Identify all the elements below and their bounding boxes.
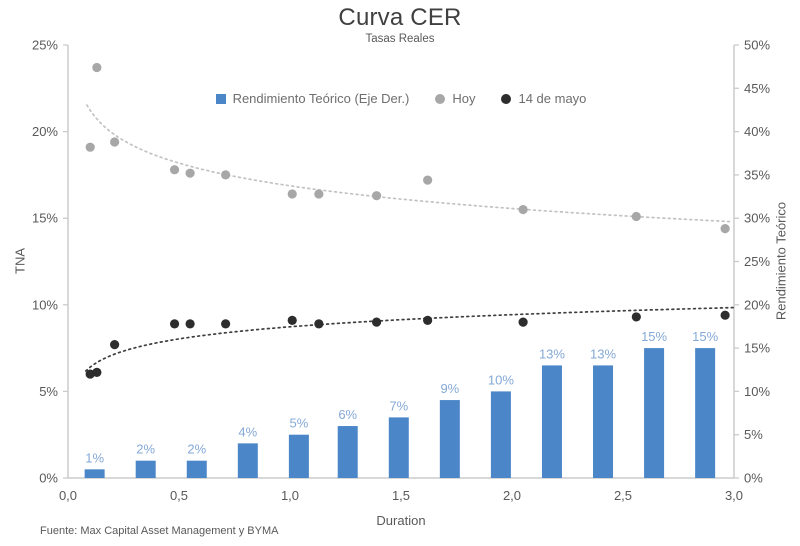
left-axis-tick-label: 10% (32, 297, 58, 312)
right-axis-tick-label: 20% (744, 297, 770, 312)
mayo-point (92, 367, 102, 377)
bar-label: 9% (440, 381, 459, 396)
right-axis-tick-label: 30% (744, 211, 770, 226)
x-axis-tick-label: 2,0 (503, 488, 521, 503)
x-axis-tick-label: 0,5 (170, 488, 188, 503)
legend-label-rendimiento: Rendimiento Teórico (Eje Der.) (232, 91, 410, 106)
legend-item-mayo: 14 de mayo (501, 91, 586, 106)
hoy-point (169, 165, 180, 175)
left-axis-tick-label: 0% (39, 471, 58, 486)
hoy-point (185, 168, 195, 178)
bar-label: 2% (136, 442, 155, 457)
legend-label-mayo: 14 de mayo (518, 91, 587, 106)
left-axis-tick-label: 15% (32, 211, 58, 226)
bar-label: 6% (338, 407, 357, 422)
hoy-point (518, 204, 528, 215)
mayo-point (314, 319, 324, 329)
x-axis-tick-label: 3,0 (725, 488, 743, 503)
x-axis-tick-label: 2,5 (614, 488, 632, 503)
hoy-point (423, 175, 433, 185)
mayo-point (371, 317, 382, 327)
hoy-series-marker-icon (435, 93, 446, 104)
right-axis-tick-label: 50% (744, 38, 770, 53)
bar (490, 391, 511, 478)
mayo-point (169, 319, 180, 329)
hoy-point (221, 170, 231, 180)
mayo-point (720, 310, 730, 320)
left-axis-tick-label: 5% (39, 384, 58, 399)
x-axis-title: Duration (376, 513, 426, 528)
bar (593, 365, 614, 478)
hoy-point (92, 62, 102, 73)
legend: Rendimiento Teórico (Eje Der.) Hoy 14 de… (68, 91, 734, 106)
mayo-trendline (84, 306, 735, 372)
mayo-point (110, 340, 120, 350)
chart-title: Curva CER (338, 4, 462, 31)
mayo-point (631, 312, 641, 322)
x-axis-tick-label: 0,0 (59, 488, 77, 503)
hoy-point (314, 189, 324, 199)
right-axis-title: Rendimiento Teórico (773, 201, 789, 321)
x-axis-tick-label: 1,5 (392, 488, 410, 503)
mayo-point (423, 315, 433, 325)
bar (388, 417, 409, 478)
bar (695, 348, 716, 478)
mayo-point (518, 317, 528, 327)
bar (135, 460, 156, 478)
hoy-point (631, 211, 641, 222)
legend-item-hoy: Hoy (435, 91, 475, 106)
legend-item-rendimiento: Rendimiento Teórico (Eje Der.) (215, 91, 410, 106)
right-axis-tick-label: 35% (744, 167, 770, 182)
bar-label: 1% (85, 450, 104, 465)
hoy-point (720, 223, 730, 234)
bar-label: 5% (289, 416, 308, 431)
bar (237, 443, 258, 478)
bar (84, 469, 105, 478)
right-axis-tick-label: 25% (744, 254, 770, 269)
left-axis-tick-label: 25% (32, 38, 58, 53)
bar-label: 15% (641, 329, 667, 344)
bar-series-marker-icon (215, 93, 226, 104)
bar (337, 426, 358, 478)
bar (644, 348, 665, 478)
mayo-point (287, 315, 297, 325)
bar-label: 2% (187, 442, 206, 457)
hoy-point (85, 142, 95, 152)
bar-label: 15% (692, 329, 718, 344)
bar-label: 10% (488, 372, 514, 387)
legend-label-hoy: Hoy (452, 91, 476, 106)
bar (288, 434, 309, 478)
hoy-point (287, 189, 297, 199)
bar-label: 13% (590, 346, 616, 361)
bar-label: 4% (238, 424, 257, 439)
hoy-point (371, 191, 382, 201)
hoy-point (110, 137, 120, 147)
mayo-point (221, 319, 231, 329)
source-note: Fuente: Max Capital Asset Management y B… (40, 525, 279, 537)
right-axis-tick-label: 45% (744, 81, 770, 96)
chart-subtitle: Tasas Reales (365, 33, 435, 45)
mayo-point (185, 319, 195, 329)
bar-label: 7% (389, 398, 408, 413)
bar (541, 365, 562, 478)
left-axis-title: TNA (12, 248, 28, 274)
mayo-series-marker-icon (501, 93, 512, 104)
bar (186, 460, 207, 478)
hoy-trendline (86, 104, 732, 223)
bar-label: 13% (539, 346, 565, 361)
right-axis-tick-label: 40% (744, 124, 770, 139)
right-axis-tick-label: 5% (744, 427, 763, 442)
right-axis-tick-label: 0% (744, 471, 763, 486)
right-axis-tick-label: 10% (744, 384, 770, 399)
x-axis-tick-label: 1,0 (281, 488, 299, 503)
right-axis-tick-label: 15% (744, 341, 770, 356)
left-axis-tick-label: 20% (32, 124, 58, 139)
bar (439, 400, 460, 478)
